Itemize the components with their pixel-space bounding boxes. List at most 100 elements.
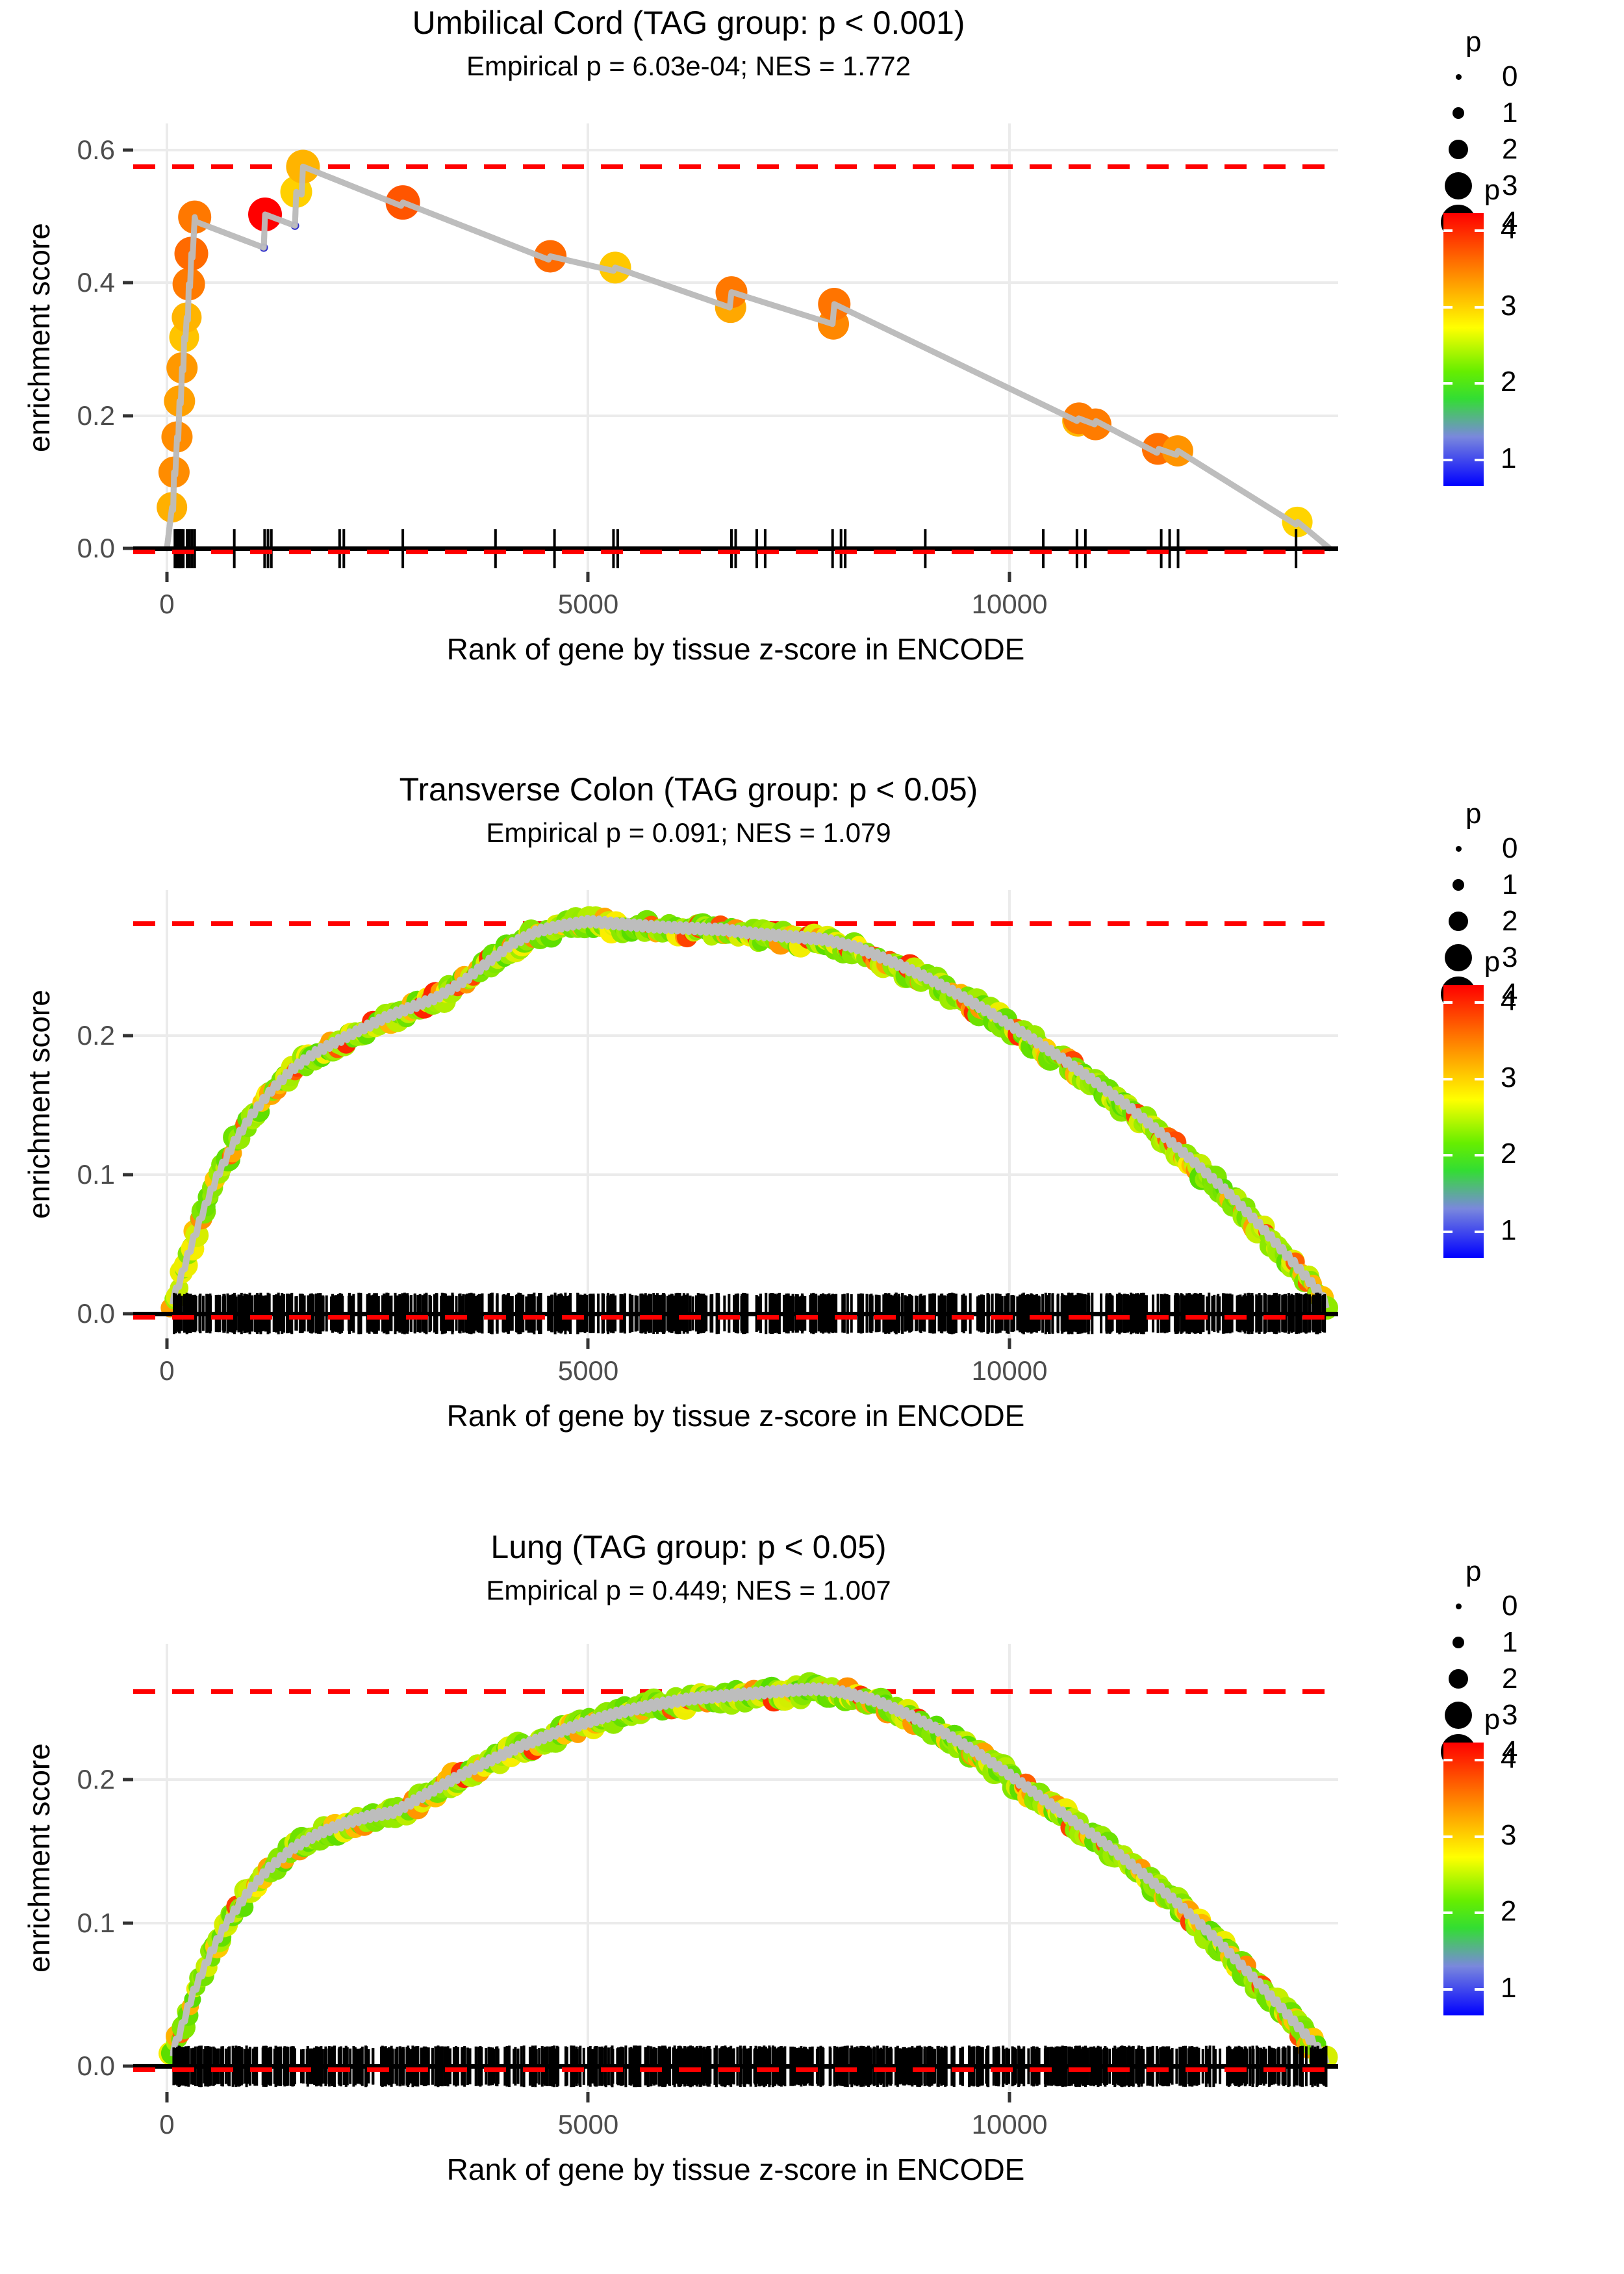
- x-tick-mark: [586, 1338, 590, 1349]
- legend-size-value: 3: [1502, 1699, 1518, 1731]
- colorbar-tick-label: 4: [1501, 1743, 1517, 1775]
- y-tick-mark: [123, 414, 133, 418]
- colorbar-labels: 4 3 2 1: [1484, 213, 1555, 486]
- colorbar-tick-label: 2: [1501, 366, 1517, 398]
- legend-size-dot: [1449, 1669, 1468, 1689]
- running-es-path: [170, 914, 1330, 1309]
- colorbar-tick: [1475, 229, 1484, 233]
- plot-inner: [133, 123, 1338, 572]
- colorbar-ticks: [1443, 985, 1484, 1258]
- legend-size-row: 2: [1429, 1661, 1517, 1697]
- x-tick-mark: [1008, 572, 1011, 582]
- y-tick-mark: [123, 2064, 133, 2068]
- colorbar-tick-label: 2: [1501, 1138, 1517, 1170]
- gridline-vertical: [165, 123, 168, 572]
- x-tick-label: 10000: [971, 1355, 1048, 1386]
- enrichment-curve: [157, 149, 1333, 552]
- x-tick-label: 10000: [971, 2109, 1048, 2140]
- panel-subtitle: Empirical p = 0.091; NES = 1.079: [486, 817, 891, 848]
- colorbar-tick: [1443, 1759, 1453, 1762]
- panel-title-block-lung: Lung (TAG group: p < 0.05) Empirical p = …: [0, 1529, 1377, 1605]
- legend-size-dot: [1449, 140, 1468, 159]
- y-tick-label: 0.2: [77, 1764, 115, 1795]
- legend-size-value: 4: [1502, 978, 1518, 1010]
- colorbar-tick: [1443, 1231, 1453, 1233]
- colorbar-tick: [1475, 1911, 1484, 1915]
- enrichment-curve: [159, 1672, 1338, 2071]
- gridline-vertical: [1008, 890, 1011, 1338]
- legend-color-title: p: [1484, 946, 1501, 978]
- colorbar-tick: [1443, 1988, 1453, 1991]
- gridline-vertical: [1008, 1644, 1011, 2092]
- colorbar-tick-label: 1: [1501, 1214, 1517, 1246]
- y-tick-label: 0.2: [77, 400, 115, 431]
- legend-dot-cell: [1429, 944, 1488, 971]
- colorbar-tick-label: 3: [1501, 1061, 1517, 1093]
- legend-size-value: 3: [1502, 941, 1518, 973]
- legend-size-value: 2: [1502, 1663, 1518, 1694]
- gene-rug: [173, 1292, 1326, 1335]
- plot-area-transverse-colon: [133, 890, 1338, 1338]
- gridline-vertical: [165, 1644, 168, 2092]
- colorbar-wrap: 4 3 2 1: [1443, 213, 1555, 486]
- legend-dot-cell: [1429, 107, 1488, 119]
- legend-size-dot: [1453, 1637, 1464, 1648]
- legend-size-dot: [1455, 73, 1462, 80]
- panel-umbilical-cord: Umbilical Cord (TAG group: p < 0.001) Emp…: [0, 0, 1624, 758]
- panel-title-block-umbilical-cord: Umbilical Cord (TAG group: p < 0.001) Emp…: [0, 5, 1377, 81]
- zero-threshold-line: [133, 1314, 1338, 1320]
- y-axis-label: enrichment score: [22, 990, 56, 1219]
- legend-dot-cell: [1429, 879, 1488, 891]
- x-tick-label: 0: [159, 589, 175, 619]
- x-tick-mark: [1008, 1338, 1011, 1349]
- legend-dot-cell: [1429, 73, 1488, 80]
- legend-dot-cell: [1429, 140, 1488, 159]
- zero-line: [133, 1311, 1338, 1316]
- legend-size-dot: [1455, 1603, 1462, 1609]
- x-tick-mark: [586, 2092, 590, 2102]
- x-axis-label: Rank of gene by tissue z-score in ENCODE: [446, 1399, 1025, 1433]
- legend-size-title: p: [1465, 26, 1482, 58]
- x-tick-mark: [1008, 2092, 1011, 2102]
- zero-threshold-line: [133, 550, 1338, 555]
- legend-size-dot: [1445, 944, 1472, 971]
- legend-dot-cell: [1429, 1637, 1488, 1648]
- panel-title: Umbilical Cord (TAG group: p < 0.001): [412, 5, 965, 41]
- legend-size-row: 3: [1429, 939, 1517, 976]
- colorbar-tick: [1475, 382, 1484, 385]
- colorbar-wrap: 4 3 2 1: [1443, 1743, 1555, 2015]
- legend-dot-cell: [1429, 1702, 1488, 1729]
- colorbar-labels: 4 3 2 1: [1484, 985, 1555, 1258]
- y-tick-mark: [123, 1778, 133, 1782]
- colorbar-tick: [1443, 1154, 1453, 1157]
- plot-area-umbilical-cord: [133, 123, 1338, 572]
- legend-size-row: 0: [1429, 1588, 1517, 1624]
- y-tick-label: 0.2: [77, 1020, 115, 1051]
- colorbar: [1443, 213, 1484, 486]
- colorbar-tick-label: 2: [1501, 1895, 1517, 1928]
- plot-inner: [133, 890, 1338, 1338]
- running-es-path: [164, 163, 1333, 552]
- x-axis-label: Rank of gene by tissue z-score in ENCODE: [446, 2153, 1025, 2186]
- x-tick-mark: [165, 572, 169, 582]
- colorbar-tick: [1475, 459, 1484, 461]
- zero-line: [133, 546, 1338, 552]
- colorbar-tick: [1443, 1077, 1453, 1080]
- legend-size-row: 1: [1429, 1624, 1517, 1661]
- x-axis-label: Rank of gene by tissue z-score in ENCODE: [446, 632, 1025, 666]
- x-tick-label: 0: [159, 1355, 175, 1386]
- y-tick-label: 0.1: [77, 1158, 115, 1190]
- colorbar-tick: [1443, 229, 1453, 233]
- colorbar-tick: [1475, 1077, 1484, 1080]
- colorbar-tick-label: 3: [1501, 1819, 1517, 1851]
- x-tick-label: 5000: [557, 589, 619, 619]
- gridline-horizontal: [133, 148, 1338, 151]
- legend-size-value: 1: [1502, 869, 1518, 901]
- gridline-horizontal: [133, 1034, 1338, 1038]
- legend-color-title: p: [1484, 174, 1501, 206]
- legend-size-row: 2: [1429, 131, 1517, 168]
- legend-size-row: 3: [1429, 1697, 1517, 1733]
